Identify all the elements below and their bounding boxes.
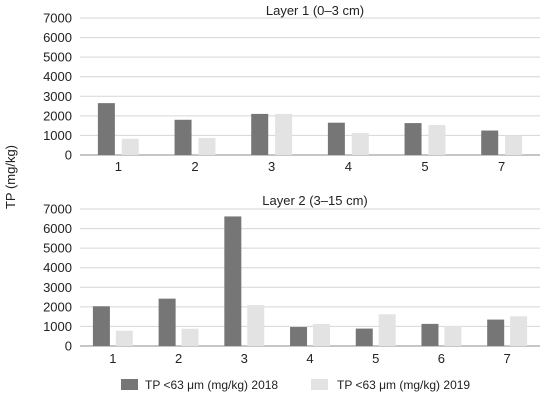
x-tick-label: 4 (345, 159, 352, 174)
chart-panel-2: Layer 2 (3–15 cm) 0 1000 2000 3000 4000 5000 60… (43, 193, 540, 366)
bar-2018-cat-3 (251, 113, 269, 155)
bar-2019-cat-3 (247, 305, 265, 346)
bar-2019-cat-2 (198, 137, 216, 155)
bar-2019-cat-6 (444, 326, 462, 346)
x-tick-label: 3 (241, 351, 248, 366)
y-tick-label: 3000 (43, 280, 72, 295)
bar-2019-cat-5 (378, 314, 396, 346)
y-tick-label: 1000 (43, 128, 72, 143)
bar-2018-cat-6 (421, 323, 439, 346)
y-tick-label: 2000 (43, 299, 72, 314)
legend-swatch-2019 (311, 379, 328, 390)
bar-2019-cat-4 (351, 133, 369, 155)
bar-2018-cat-2 (174, 119, 192, 155)
y-tick-label: 0 (65, 339, 72, 354)
bar-2018-cat-5 (404, 123, 422, 155)
legend-swatch-2018 (121, 379, 138, 390)
bar-2019-cat-3 (275, 113, 293, 155)
bar-2018-cat-4 (290, 327, 308, 346)
bar-2019-cat-1 (115, 330, 133, 346)
y-tick-label: 6000 (43, 30, 72, 45)
bar-2019-cat-7 (505, 135, 523, 155)
bar-2018-cat-7 (481, 130, 499, 155)
x-tick-label: 1 (109, 351, 116, 366)
y-tick-label: 5000 (43, 50, 72, 65)
bar-2019-cat-2 (181, 328, 199, 346)
bar-2019-cat-7 (510, 316, 528, 346)
bar-2018-cat-2 (158, 298, 176, 346)
bar-2019-cat-4 (312, 323, 330, 346)
legend: TP <63 μm (mg/kg) 2018 TP <63 μm (mg/kg) … (121, 378, 470, 392)
bar-2019-cat-5 (428, 125, 446, 155)
y-tick-label: 7000 (43, 202, 72, 217)
y-tick-label: 7000 (43, 11, 72, 26)
bar-2018-cat-3 (224, 216, 242, 346)
y-tick-label: 3000 (43, 89, 72, 104)
y-tick-label: 1000 (43, 319, 72, 334)
y-tick-label: 6000 (43, 221, 72, 236)
bar-2019-cat-1 (121, 138, 139, 155)
x-tick-label: 7 (498, 159, 505, 174)
bar-2018-cat-1 (97, 103, 115, 155)
x-tick-label: 5 (372, 351, 379, 366)
x-tick-label: 4 (306, 351, 313, 366)
legend-label: TP <63 μm (mg/kg) 2019 (337, 378, 470, 392)
x-tick-label: 2 (191, 159, 198, 174)
legend-label: TP <63 μm (mg/kg) 2018 (145, 378, 278, 392)
y-tick-label: 2000 (43, 108, 72, 123)
y-tick-label: 0 (65, 148, 72, 163)
x-tick-label: 2 (175, 351, 182, 366)
bar-2018-cat-1 (92, 306, 110, 346)
bar-2018-cat-7 (487, 319, 505, 346)
x-tick-label: 7 (504, 351, 511, 366)
chart-title: Layer 1 (0–3 cm) (266, 3, 364, 18)
chart-panel-1: Layer 1 (0–3 cm) 0 1000 2000 3000 4000 5000 600… (43, 3, 540, 174)
x-tick-label: 1 (115, 159, 122, 174)
x-tick-label: 6 (438, 351, 445, 366)
bar-2018-cat-4 (327, 122, 345, 155)
y-axis-label: TP (mg/kg) (3, 145, 18, 209)
y-tick-label: 5000 (43, 241, 72, 256)
chart-title: Layer 2 (3–15 cm) (262, 193, 368, 208)
y-tick-label: 4000 (43, 69, 72, 84)
x-tick-label: 3 (268, 159, 275, 174)
y-tick-label: 4000 (43, 260, 72, 275)
x-tick-label: 5 (421, 159, 428, 174)
bar-2018-cat-5 (355, 328, 373, 346)
